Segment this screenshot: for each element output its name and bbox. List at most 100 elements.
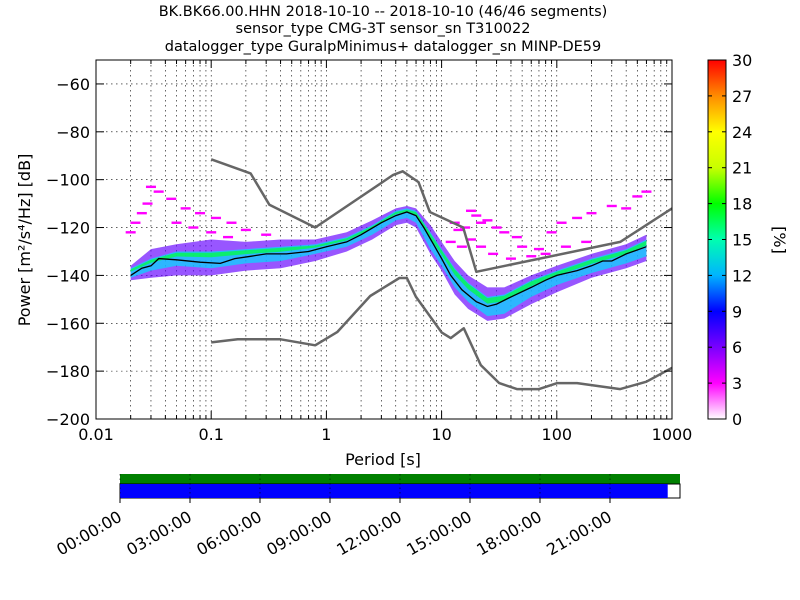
pdf-band-core [130, 208, 647, 317]
pdf-outlier-cell [466, 209, 477, 212]
colorbar-tick-label: 15 [732, 231, 752, 250]
pdf-outlier-cell [471, 214, 482, 217]
pdf-outlier-cell [526, 255, 537, 258]
pdf-outlier-cell [621, 207, 632, 210]
pdf-outlier-cell [540, 252, 551, 256]
pdf-outlier-cell [556, 221, 567, 224]
pdf-outlier-cell [491, 226, 502, 229]
title-line-3: datalogger_type GuralpMinimus+ datalogge… [165, 39, 602, 55]
plot-frame [95, 59, 673, 420]
timeline-tick-label: 21:00:00 [543, 507, 615, 559]
pdf-outliers [125, 185, 652, 260]
x-tick-label: 1000 [652, 425, 693, 444]
pdf-outlier-cell [517, 245, 528, 248]
x-tick-label: 10 [431, 425, 451, 444]
x-tick-label: 100 [542, 425, 573, 444]
pdf-outlier-cell [488, 252, 499, 256]
y-tick-label: −200 [46, 410, 90, 429]
y-tick-label: −140 [46, 266, 90, 285]
pdf-outlier-cell [456, 245, 467, 248]
noise-model-nhnm [210, 158, 672, 274]
pdf-outlier-cell [145, 185, 156, 189]
colorbar-tick-label: 9 [732, 302, 742, 321]
pdf-outlier-cell [572, 216, 583, 220]
pdf-outlier-cell [453, 228, 464, 232]
x-axis: 0.01 0.1 1 10 100 1000 [78, 60, 692, 444]
x-tick-label: 1 [321, 425, 331, 444]
x-axis-label: Period [s] [345, 450, 421, 469]
y-tick-label: −80 [56, 123, 90, 142]
grid [96, 60, 672, 419]
y-tick-label: −100 [46, 171, 90, 190]
x-tick-label: 0.1 [198, 425, 223, 444]
pdf-outlier-cell [136, 211, 147, 215]
mode-curve [130, 211, 647, 308]
pdf-outlier-cell [153, 190, 164, 193]
title-line-2: sensor_type CMG-3T sensor_sn T310022 [236, 21, 531, 37]
pdf-outlier-cell [240, 228, 251, 232]
pdf-outlier-cell [641, 190, 652, 193]
title-line-1: BK.BK66.00.HHN 2018-10-10 -- 2018-10-10 … [159, 4, 608, 20]
pdf-outlier-cell [606, 204, 617, 208]
pdf-outlier-cell [130, 221, 141, 224]
y-axis: −60 −80 −100 −120 −140 −160 −180 −200 [46, 75, 672, 429]
pdf-outlier-cell [560, 245, 571, 248]
pdf-outlier-cell [188, 226, 199, 229]
pdf-outlier-cell [476, 245, 487, 248]
timeline-tick-label: 12:00:00 [333, 507, 405, 559]
noise-model-nlnm [211, 276, 672, 391]
pdf-outlier-cell [261, 233, 272, 236]
mode-curve-line [130, 211, 647, 308]
timeline-coverage-bar [120, 484, 668, 498]
colorbar-tick-label: 30 [732, 51, 752, 70]
colorbar: 0 3 6 9 12 15 18 21 24 27 30 [707, 51, 752, 429]
timeline-tick-label: 18:00:00 [473, 507, 545, 559]
pdf-outlier-cell [546, 231, 557, 234]
x-tick-label: 0.01 [78, 425, 114, 444]
pdf-outlier-cell [632, 195, 643, 198]
pdf-outlier-cell [142, 202, 153, 205]
timeline-tick-label: 15:00:00 [403, 507, 475, 559]
timeline: 00:00:0003:00:0006:00:0009:00:0012:00:00… [53, 474, 681, 559]
pdf-outlier-cell [586, 211, 597, 215]
timeline-tick-label: 03:00:00 [123, 507, 195, 559]
pdf-outlier-cell [476, 221, 487, 224]
colorbar-tick-label: 3 [732, 374, 742, 393]
y-tick-label: −120 [46, 219, 90, 238]
pdf-outlier-cell [460, 226, 471, 229]
timeline-tick-label: 09:00:00 [263, 507, 335, 559]
colorbar-tick-label: 6 [732, 338, 742, 357]
pdf-outlier-cell [206, 231, 217, 234]
y-tick-label: −160 [46, 314, 90, 333]
pdf-outlier-cell [511, 235, 522, 239]
pdf-outlier-cell [210, 216, 221, 220]
pdf-outlier-cell [125, 231, 136, 234]
pdf-outlier-cell [171, 221, 182, 224]
colorbar-tick-label: 27 [732, 87, 752, 106]
timeline-tick-label: 00:00:00 [53, 507, 125, 559]
colorbar-tick-label: 18 [732, 195, 752, 214]
colorbar-label: [%] [770, 226, 789, 254]
colorbar-tick-label: 21 [732, 159, 752, 178]
pdf-outlier-cell [533, 247, 544, 251]
pdf-outlier-cell [195, 211, 206, 215]
pdf-outlier-cell [505, 257, 516, 260]
pdf-outlier-cell [445, 240, 456, 244]
pdf-outlier-cell [180, 207, 191, 210]
pdf-outlier-cell [581, 240, 592, 244]
chart-title: BK.BK66.00.HHN 2018-10-10 -- 2018-10-10 … [159, 4, 608, 55]
y-tick-label: −180 [46, 362, 90, 381]
noise-models [210, 158, 672, 391]
pdf-outlier-cell [223, 235, 234, 239]
pdf-outlier-cell [226, 221, 237, 224]
y-axis-label: Power [m²/s⁴/Hz] [dB] [15, 154, 34, 327]
pdf-outlier-cell [482, 219, 493, 222]
pdf-outlier-cell [499, 231, 510, 234]
colorbar-tick-label: 24 [732, 123, 752, 142]
pdf-outlier-cell [166, 197, 177, 201]
colorbar-tick-label: 0 [732, 410, 742, 429]
colorbar-tick-label: 12 [732, 266, 752, 285]
y-tick-label: −60 [56, 75, 90, 94]
pdf-outlier-cell [466, 238, 477, 241]
